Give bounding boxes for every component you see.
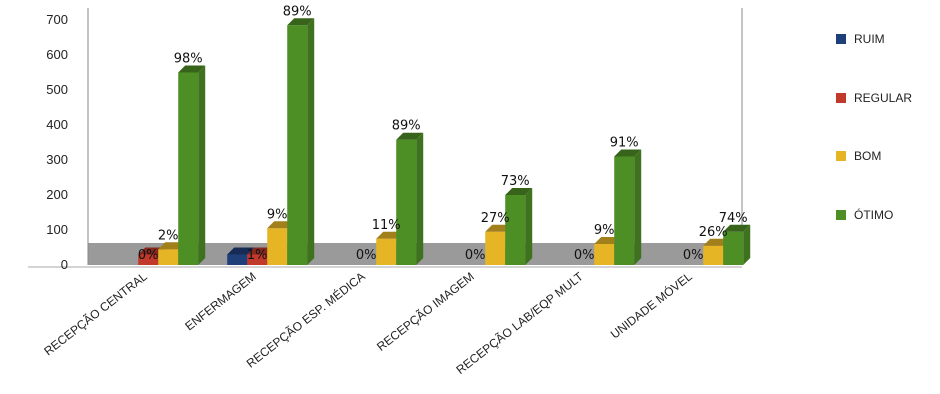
bar-ótimo [614, 156, 635, 265]
bar-top-face [287, 18, 315, 26]
data-label: 98% [174, 52, 203, 67]
data-label: 2% [158, 228, 179, 243]
bar-side-face [307, 18, 315, 265]
bar-regular [247, 254, 268, 265]
data-label: 0% [574, 248, 595, 263]
legend-swatch [836, 210, 846, 220]
bar-ótimo [287, 25, 308, 265]
x-category-label: ENFERMAGEM [182, 269, 258, 333]
bar-top-face [723, 224, 751, 232]
data-label: 26% [699, 225, 728, 240]
bar-bom [594, 244, 615, 265]
bar-side-face [634, 149, 642, 265]
y-tick-label: 300 [46, 152, 68, 167]
legend-label: REGULAR [854, 91, 912, 105]
chart-legend: RUIM REGULAR BOM ÓTIMO [836, 32, 912, 222]
bar-top-face [505, 188, 533, 195]
y-tick-label: 500 [46, 82, 68, 97]
data-label: 11% [372, 218, 401, 233]
x-category-label: RECEPÇÃO IMAGEM [374, 269, 477, 354]
data-label: 1% [247, 248, 268, 263]
data-label: 91% [610, 136, 639, 151]
bar-top-face [396, 132, 424, 140]
data-label: 89% [283, 4, 312, 19]
legend-label: BOM [854, 149, 881, 163]
legend-label: ÓTIMO [854, 207, 893, 222]
x-category-label: RECEPÇÃO CENTRAL [41, 269, 150, 358]
bar-side-face [416, 132, 424, 265]
chart-bars [138, 18, 751, 265]
y-tick-label: 0 [61, 257, 68, 272]
bar-top-face [614, 149, 642, 157]
legend-swatch [836, 93, 846, 103]
legend-swatch [836, 151, 846, 161]
x-category-label: RECEPÇÃO ESP. MÉDICA [243, 269, 368, 371]
legend-swatch [836, 34, 846, 44]
data-label: 0% [356, 248, 377, 263]
bar-ótimo [178, 72, 199, 265]
bar-bom [267, 228, 288, 265]
data-label: 9% [267, 207, 288, 222]
bar-side-face [198, 65, 206, 265]
data-label: 0% [138, 248, 159, 263]
x-category-label: UNIDADE MÓVEL [607, 268, 695, 341]
bar-top-face [227, 247, 255, 255]
data-label: 89% [392, 119, 421, 134]
bar-bom [703, 245, 724, 265]
x-category-label: RECEPÇÃO LAB/EQP MULT [454, 269, 587, 377]
data-label: 9% [594, 223, 615, 238]
bar-regular [138, 254, 159, 265]
y-tick-label: 200 [46, 187, 68, 202]
bar-bom [485, 231, 506, 265]
data-label: 74% [719, 211, 748, 226]
bar-side-face [743, 224, 751, 265]
y-tick-label: 600 [46, 47, 68, 62]
bar-bom [376, 238, 397, 265]
data-label: 73% [501, 174, 530, 189]
chart-data-labels: 0% 1% 0% 0% 0% 0% 2% 9% 11% 27% 9% 26% 98% 89% 89% 73% 9… [138, 4, 748, 263]
bar-side-face [525, 188, 533, 265]
data-label: 0% [465, 248, 486, 263]
bar-ótimo [396, 139, 417, 265]
y-tick-label: 700 [46, 12, 68, 27]
data-label: 0% [683, 248, 704, 263]
y-tick-label: 100 [46, 222, 68, 237]
bar-ótimo [505, 195, 526, 265]
bar-bom [158, 249, 179, 265]
y-tick-label: 400 [46, 117, 68, 132]
bar-ruim [227, 254, 248, 265]
data-label: 27% [481, 211, 510, 226]
bar-ótimo [723, 231, 744, 265]
bar-top-face [178, 65, 206, 73]
legend-label: RUIM [854, 32, 885, 46]
